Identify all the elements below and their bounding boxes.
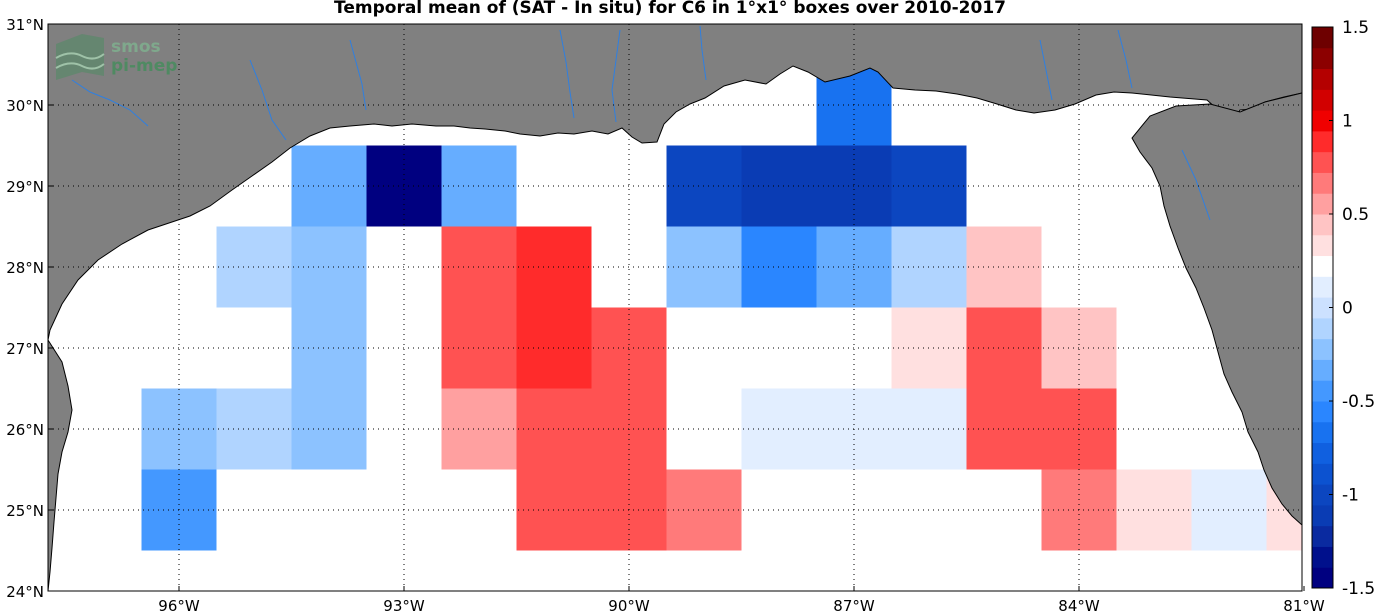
colorbar-swatch [1312,276,1333,298]
colorbar-swatch [1312,484,1333,506]
colorbar-swatch [1312,567,1333,589]
colorbar-tick-label: -0.5 [1342,392,1375,412]
y-tick-label: 31°N [6,16,44,34]
x-axis-ticks: 96°W 93°W 90°W 87°W 84°W 81°W [158,586,1325,613]
colorbar-tick-label: 1 [1342,112,1353,132]
x-tick-label: 90°W [608,597,650,613]
colorbar-swatch [1312,317,1333,340]
colorbar-swatch [1312,255,1333,277]
y-tick-label: 27°N [6,340,44,358]
y-tick-label: 28°N [6,259,44,277]
colorbar-swatch [1312,234,1333,257]
rivers [71,25,1211,221]
colorbar-swatch [1312,172,1333,194]
heatmap-cell [1342,470,1381,551]
colorbar-tick-label: -1 [1342,486,1359,506]
y-tick-label: 26°N [6,421,44,439]
land-florida [1131,92,1302,591]
colorbar-swatch [1312,130,1333,153]
colorbar-swatch [1312,89,1333,111]
colorbar-swatch [1312,68,1333,90]
logo-text-pimep: pi-mep [111,56,177,76]
land-mexico [48,339,73,591]
colorbar [1311,26,1334,589]
colorbar-swatch [1312,421,1333,444]
colorbar-tick-label: 0.5 [1342,205,1369,225]
colorbar-swatch [1312,463,1333,485]
x-tick-label: 84°W [1058,597,1100,613]
colorbar-swatch [1312,401,1333,423]
colorbar-swatch [1312,338,1333,360]
colorbar-swatch [1312,546,1333,568]
colorbar-swatch [1312,193,1333,215]
colorbar-swatch [1312,442,1333,464]
x-tick-label: 96°W [158,597,200,613]
land-layer [48,24,1302,591]
y-tick-label: 24°N [6,583,44,601]
colorbar-swatch [1312,47,1333,70]
colorbar-tick-label: 1.5 [1342,18,1369,38]
plot-frame [47,23,1303,592]
colorbar-swatch [1312,214,1333,236]
chart-title: Temporal mean of (SAT - In situ) for C6 … [334,0,1006,18]
y-tick-label: 25°N [6,502,44,520]
colorbar-tick-label: 0 [1342,299,1353,319]
colorbar-swatch [1312,525,1333,547]
colorbar-ticks: 1.5 1 0.5 0 -0.5 -1 -1.5 [1329,18,1375,599]
smos-pi-mep-logo: smos pi-mep [55,34,177,80]
colorbar-tick-label: -1.5 [1342,579,1375,599]
y-tick-label: 30°N [6,97,44,115]
colorbar-swatch [1312,27,1333,49]
y-axis-ticks: 24°N 25°N 26°N 27°N 28°N 29°N 30°N 31°N [6,16,53,601]
colorbar-swatch [1312,504,1333,527]
colorbar-swatch [1312,151,1333,173]
land-north [48,24,1302,341]
colorbar-swatch [1312,380,1333,402]
x-tick-label: 81°W [1283,597,1325,613]
x-tick-label: 87°W [833,597,875,613]
x-tick-label: 93°W [383,597,425,613]
colorbar-swatch [1312,359,1333,381]
graticule [48,24,1302,591]
y-tick-label: 29°N [6,178,44,196]
colorbar-swatch [1312,297,1333,319]
logo-text-smos: smos [111,37,161,57]
colorbar-swatch [1312,110,1333,132]
